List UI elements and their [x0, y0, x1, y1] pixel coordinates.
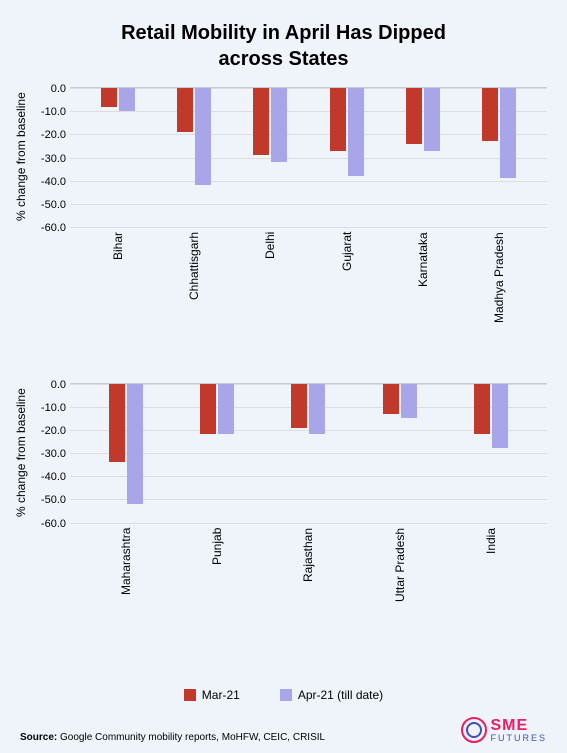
logo-sme: SME	[491, 718, 548, 734]
x-label: Punjab	[200, 528, 234, 633]
bar-group	[177, 88, 211, 227]
x-label: Delhi	[253, 232, 287, 337]
bar-group	[482, 88, 516, 227]
bars-row	[70, 88, 547, 227]
bar-group	[109, 384, 143, 523]
plot-wrapper-2: 0.0-10.0-20.0-30.0-40.0-50.0-60.0 Mahara…	[70, 383, 547, 674]
legend-label-mar: Mar-21	[202, 688, 240, 702]
y-tick-label: -20.0	[41, 129, 70, 141]
y-tick-label: -60.0	[41, 518, 70, 530]
bar-group	[474, 384, 508, 523]
bar-group	[291, 384, 325, 523]
x-label: Karnataka	[406, 232, 440, 337]
bar-apr	[119, 88, 135, 111]
source-label: Source:	[20, 732, 57, 743]
bar-apr	[348, 88, 364, 176]
bar-group	[101, 88, 135, 227]
bar-apr	[127, 384, 143, 504]
bar-mar	[177, 88, 193, 132]
bar-apr	[309, 384, 325, 435]
x-label: Chhattisgarh	[177, 232, 211, 337]
legend-swatch-apr	[280, 689, 292, 701]
y-tick-label: -30.0	[41, 448, 70, 460]
x-label: Maharashtra	[109, 528, 143, 633]
y-tick-label: -50.0	[41, 199, 70, 211]
x-label: Gujarat	[330, 232, 364, 337]
y-tick-label: -40.0	[41, 471, 70, 483]
chart-container: Retail Mobility in April Has Dipped acro…	[0, 0, 567, 753]
title-line-1: Retail Mobility in April Has Dipped	[121, 22, 446, 44]
logo-text: SME FUTURES	[491, 718, 548, 743]
bar-apr	[401, 384, 417, 419]
x-label: Rajasthan	[291, 528, 325, 633]
bar-mar	[109, 384, 125, 463]
bar-mar	[253, 88, 269, 155]
chart-panel-1: % change from baseline 0.0-10.0-20.0-30.…	[20, 87, 547, 378]
bar-apr	[500, 88, 516, 178]
bar-mar	[474, 384, 490, 435]
legend-label-apr: Apr-21 (till date)	[298, 688, 383, 702]
plot-1: 0.0-10.0-20.0-30.0-40.0-50.0-60.0	[70, 87, 547, 227]
x-label: Madhya Pradesh	[482, 232, 516, 337]
plot-wrapper-1: 0.0-10.0-20.0-30.0-40.0-50.0-60.0 Bihar C…	[70, 87, 547, 378]
bar-mar	[383, 384, 399, 414]
y-axis-label-2: % change from baseline	[12, 383, 30, 523]
bar-mar	[330, 88, 346, 151]
x-label: Bihar	[101, 232, 135, 337]
y-tick-label: -10.0	[41, 402, 70, 414]
gridline: -60.0	[70, 523, 547, 524]
bar-group	[383, 384, 417, 523]
footer: Source: Google Community mobility report…	[20, 717, 547, 743]
x-label: Uttar Pradesh	[383, 528, 417, 633]
y-tick-label: -10.0	[41, 106, 70, 118]
y-tick-label: -40.0	[41, 176, 70, 188]
source-text: Google Community mobility reports, MoHFW…	[57, 732, 325, 743]
logo: SME FUTURES	[461, 717, 548, 743]
source: Source: Google Community mobility report…	[20, 732, 325, 743]
y-axis-label-1: % change from baseline	[12, 87, 30, 227]
bar-group	[330, 88, 364, 227]
bar-apr	[492, 384, 508, 449]
bar-mar	[101, 88, 117, 107]
x-labels-1: Bihar Chhattisgarh Delhi Gujarat Karnataka Ma…	[70, 227, 547, 337]
y-tick-label: 0.0	[51, 379, 70, 391]
legend-item-mar: Mar-21	[184, 688, 240, 702]
logo-futures: FUTURES	[491, 734, 548, 743]
bar-mar	[291, 384, 307, 428]
plot-2: 0.0-10.0-20.0-30.0-40.0-50.0-60.0	[70, 383, 547, 523]
legend-swatch-mar	[184, 689, 196, 701]
y-tick-label: 0.0	[51, 83, 70, 95]
bar-group	[200, 384, 234, 523]
y-tick-label: -50.0	[41, 494, 70, 506]
bar-group	[253, 88, 287, 227]
bar-apr	[195, 88, 211, 185]
x-labels-2: Maharashtra Punjab Rajasthan Uttar Pradesh I…	[70, 523, 547, 633]
logo-icon	[461, 717, 487, 743]
bar-apr	[424, 88, 440, 151]
y-tick-label: -60.0	[41, 222, 70, 234]
bars-row	[70, 384, 547, 523]
chart-area: % change from baseline 0.0-10.0-20.0-30.…	[20, 87, 547, 717]
title-line-2: across States	[218, 48, 348, 70]
bar-group	[406, 88, 440, 227]
bar-mar	[406, 88, 422, 144]
bar-mar	[200, 384, 216, 435]
y-tick-label: -30.0	[41, 153, 70, 165]
gridline: -60.0	[70, 227, 547, 228]
bar-mar	[482, 88, 498, 141]
bar-apr	[218, 384, 234, 435]
legend: Mar-21 Apr-21 (till date)	[20, 688, 547, 702]
x-label: India	[474, 528, 508, 633]
chart-title: Retail Mobility in April Has Dipped acro…	[20, 20, 547, 72]
chart-panel-2: % change from baseline 0.0-10.0-20.0-30.…	[20, 383, 547, 674]
bar-apr	[271, 88, 287, 162]
y-tick-label: -20.0	[41, 425, 70, 437]
legend-item-apr: Apr-21 (till date)	[280, 688, 383, 702]
